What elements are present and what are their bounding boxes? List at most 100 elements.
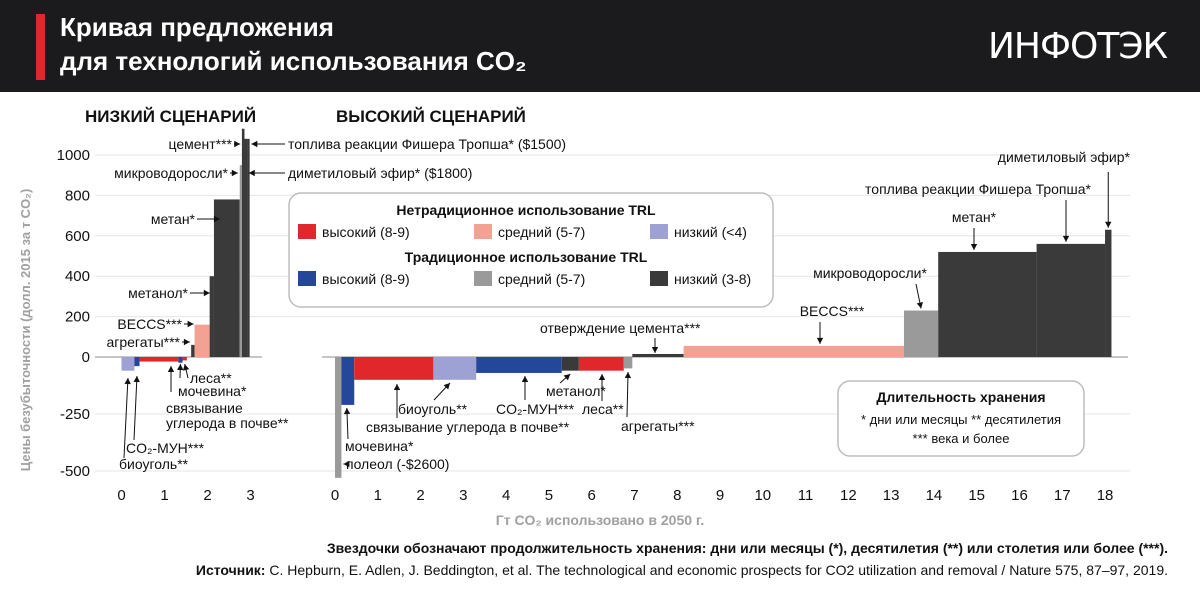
label-arrow: [197, 215, 220, 223]
label-arrow: [521, 376, 529, 400]
bar-label: метанол*: [546, 383, 606, 399]
bar-label: диметиловый эфир* ($1800): [288, 165, 472, 181]
label-arrow-head: [177, 364, 184, 371]
bar: [1105, 229, 1112, 357]
bar-label: CO₂-МУН***: [126, 440, 205, 456]
legend-label: низкий (<4): [674, 224, 747, 240]
legend-label: средний (5-7): [498, 271, 585, 287]
label-arrow: [190, 289, 210, 297]
bar-label: леса**: [190, 370, 232, 386]
y-tick-label: 200: [65, 309, 90, 326]
bar: [561, 357, 579, 371]
x-tick-label: 14: [926, 487, 943, 504]
label-arrow: [167, 366, 175, 392]
label-arrow-head: [443, 383, 450, 390]
title-line-1: Кривая предложения: [60, 12, 334, 42]
x-tick-label: 0: [331, 487, 339, 504]
label-arrow-head: [624, 372, 632, 379]
bar: [354, 357, 434, 380]
bar-label: цемент***: [168, 136, 232, 152]
x-tick-label: 15: [968, 487, 985, 504]
bar-label: метан*: [151, 211, 196, 227]
logo: ИНФОТЭК: [988, 26, 1168, 67]
label-arrow-head: [563, 374, 571, 381]
label-arrow-head: [248, 169, 255, 177]
legend-swatch: [650, 271, 668, 286]
y-tick-label: 0: [82, 349, 90, 366]
legend-swatch: [474, 271, 492, 286]
x-tick-label: 0: [117, 487, 125, 504]
bar: [632, 353, 684, 357]
x-tick-label: 8: [673, 487, 681, 504]
label-arrow: [133, 375, 140, 441]
bar: [209, 276, 214, 357]
bar: [433, 357, 477, 380]
legend-label: высокий (8-9): [322, 271, 410, 287]
x-tick-label: 9: [716, 487, 724, 504]
bar: [903, 310, 939, 357]
label-arrow-shaft: [123, 377, 129, 459]
label-arrow: [343, 460, 350, 468]
label-arrow: [1105, 172, 1112, 228]
label-arrow: [182, 363, 190, 379]
label-arrow-head: [343, 408, 351, 415]
label-arrow-head: [393, 384, 401, 390]
bar: [335, 357, 342, 478]
source-label: Источник:: [195, 562, 266, 578]
label-arrow: [343, 407, 351, 440]
bar: [476, 357, 562, 373]
bar: [194, 324, 210, 357]
label-arrow: [651, 338, 659, 353]
bar: [247, 138, 250, 357]
title-line-2: для технологий использования CO₂: [60, 46, 527, 76]
label-arrow-head: [970, 243, 978, 250]
bar: [938, 251, 1037, 357]
label-arrow: [248, 169, 285, 177]
label-arrow-head: [234, 140, 241, 148]
label-arrow-head: [816, 337, 824, 344]
bar-label: CO₂-МУН***: [496, 401, 575, 417]
x-tick-label: 2: [416, 487, 424, 504]
scenario-title: НИЗКИЙ СЦЕНАРИЙ: [85, 107, 256, 126]
storage-frame: [837, 380, 1085, 457]
x-tick-label: 3: [459, 487, 467, 504]
label-arrow: [230, 169, 238, 177]
y-tick-label: -500: [60, 463, 90, 480]
bar-label: топлива реакции Фишера Тропша* ($1500): [288, 136, 566, 152]
label-arrow: [559, 373, 571, 384]
accent-stripe: [36, 14, 45, 80]
bar-label: связывание: [166, 400, 243, 416]
y-tick-label: 400: [65, 268, 90, 285]
bar: [213, 199, 240, 357]
legend-heading: Нетрадиционное использование TRL: [396, 202, 656, 218]
header-bar: Кривая предложения для технологий исполь…: [0, 0, 1200, 92]
storage-title: Длительность хранения: [876, 389, 1045, 405]
x-tick-label: 7: [630, 487, 638, 504]
legend-label: средний (5-7): [498, 224, 585, 240]
y-tick-label: 600: [65, 228, 90, 245]
label-arrow-head: [182, 364, 190, 371]
bar-label: мочевина*: [178, 383, 247, 399]
label-arrow: [184, 320, 194, 328]
x-tick-label: 16: [1011, 487, 1028, 504]
legend-box: Нетрадиционное использование TRL Традицио…: [288, 192, 774, 308]
label-arrow: [123, 377, 131, 459]
bar-label: леса**: [582, 401, 624, 417]
x-tick-label: 6: [588, 487, 596, 504]
bar: [244, 138, 248, 357]
label-arrow-head: [1062, 235, 1070, 242]
x-axis-label: Гт CO₂ использовано в 2050 г.: [496, 512, 704, 528]
label-arrow: [393, 384, 401, 418]
label-arrow-shaft: [626, 371, 629, 418]
x-tick-label: 5: [545, 487, 553, 504]
label-arrow-shaft: [133, 375, 138, 441]
label-arrow: [624, 371, 632, 418]
x-tick-label: 2: [203, 487, 211, 504]
x-tick-label: 12: [840, 487, 857, 504]
label-arrow: [234, 140, 241, 148]
legend-swatch: [298, 271, 316, 286]
bar: [139, 357, 179, 362]
legend-swatch: [474, 224, 492, 239]
